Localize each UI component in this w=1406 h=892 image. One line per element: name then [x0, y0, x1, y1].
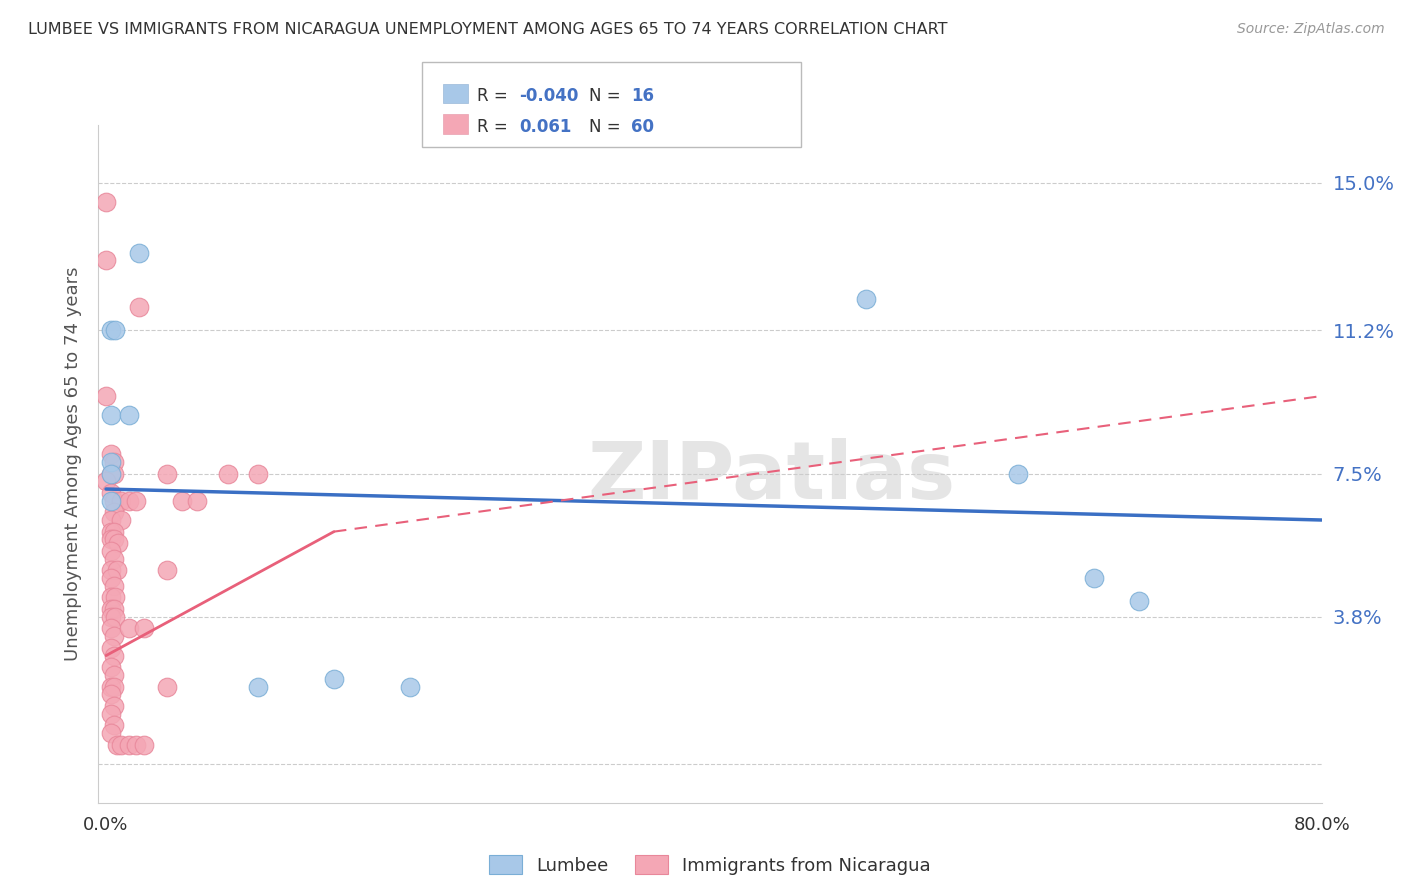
Point	[246, 467, 269, 481]
Point	[103, 602, 125, 616]
Point	[100, 640, 122, 655]
Point	[100, 486, 122, 500]
Point	[103, 524, 125, 539]
Point	[103, 467, 125, 481]
Text: R =: R =	[477, 118, 513, 136]
Point	[103, 455, 125, 469]
Point	[118, 738, 141, 752]
Point	[103, 533, 125, 547]
Point	[100, 323, 122, 337]
Point	[323, 672, 346, 686]
Point	[100, 610, 122, 624]
Point	[94, 195, 117, 210]
Point	[103, 698, 125, 713]
Point	[100, 571, 122, 585]
Point	[132, 738, 155, 752]
Point	[100, 447, 122, 461]
Point	[103, 668, 125, 682]
Point	[128, 300, 150, 314]
Point	[855, 292, 877, 306]
Text: LUMBEE VS IMMIGRANTS FROM NICARAGUA UNEMPLOYMENT AMONG AGES 65 TO 74 YEARS CORRE: LUMBEE VS IMMIGRANTS FROM NICARAGUA UNEM…	[28, 22, 948, 37]
Point	[118, 409, 141, 423]
Point	[103, 680, 125, 694]
Point	[110, 493, 132, 508]
Point	[1083, 571, 1105, 585]
Point	[103, 505, 125, 519]
Point	[100, 563, 122, 577]
Point	[100, 660, 122, 674]
Point	[125, 493, 148, 508]
Point	[100, 513, 122, 527]
Point	[128, 245, 150, 260]
Point	[104, 591, 127, 605]
Point	[1128, 594, 1150, 608]
Point	[246, 680, 269, 694]
Y-axis label: Unemployment Among Ages 65 to 74 years: Unemployment Among Ages 65 to 74 years	[63, 267, 82, 661]
Point	[156, 680, 179, 694]
Point	[94, 253, 117, 268]
Point	[399, 680, 422, 694]
Point	[110, 738, 132, 752]
Point	[156, 467, 179, 481]
Point	[100, 622, 122, 636]
Point	[94, 389, 117, 403]
Point	[170, 493, 193, 508]
Text: 0.061: 0.061	[519, 118, 571, 136]
Point	[118, 493, 141, 508]
Point	[107, 536, 129, 550]
Point	[100, 524, 122, 539]
Point	[110, 513, 132, 527]
Legend: Lumbee, Immigrants from Nicaragua: Lumbee, Immigrants from Nicaragua	[482, 848, 938, 882]
Point	[186, 493, 208, 508]
Point	[105, 738, 128, 752]
Point	[100, 409, 122, 423]
Point	[132, 622, 155, 636]
Text: 16: 16	[631, 87, 654, 105]
Point	[104, 610, 127, 624]
Point	[104, 323, 127, 337]
Point	[100, 493, 122, 508]
Point	[103, 648, 125, 663]
Point	[94, 475, 117, 489]
Point	[125, 738, 148, 752]
Point	[100, 533, 122, 547]
Text: ZIPatlas: ZIPatlas	[588, 438, 955, 516]
Point	[100, 455, 122, 469]
Point	[100, 687, 122, 701]
Text: 60: 60	[631, 118, 654, 136]
Point	[100, 602, 122, 616]
Point	[100, 467, 122, 481]
Point	[1007, 467, 1029, 481]
Point	[103, 579, 125, 593]
Point	[156, 563, 179, 577]
Point	[103, 493, 125, 508]
Text: Source: ZipAtlas.com: Source: ZipAtlas.com	[1237, 22, 1385, 37]
Point	[118, 622, 141, 636]
Point	[105, 563, 128, 577]
Point	[100, 680, 122, 694]
Text: N =: N =	[589, 118, 626, 136]
Point	[100, 544, 122, 558]
Point	[217, 467, 239, 481]
Text: N =: N =	[589, 87, 626, 105]
Point	[100, 467, 122, 481]
Point	[100, 706, 122, 721]
Point	[100, 591, 122, 605]
Text: R =: R =	[477, 87, 513, 105]
Point	[103, 551, 125, 566]
Point	[100, 726, 122, 740]
Point	[103, 718, 125, 732]
Text: -0.040: -0.040	[519, 87, 578, 105]
Point	[103, 629, 125, 643]
